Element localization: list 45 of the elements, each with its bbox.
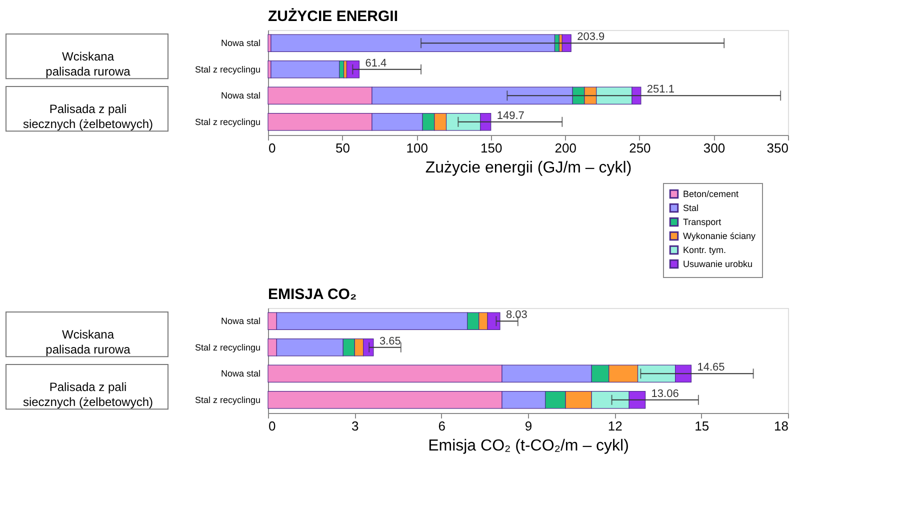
legend-label: Stal xyxy=(683,203,699,213)
text: Wciskana palisada rurowa xyxy=(46,327,131,356)
x-tick-label: 150 xyxy=(480,140,502,156)
chart-title: EMISJA CO₂ xyxy=(268,286,357,303)
total-label: 13.06 xyxy=(651,388,679,400)
x-tick-label: 200 xyxy=(554,140,576,156)
total-label: 3.65 xyxy=(379,335,401,348)
x-tick-label: 6 xyxy=(438,418,446,434)
legend-label: Transport xyxy=(683,217,722,227)
y-tick-label: Stal z recyclingu xyxy=(194,64,260,74)
x-tick-label: 9 xyxy=(524,418,532,434)
text: Palisada z pali siecznych (żelbetowych) xyxy=(22,102,154,131)
x-tick-label: 250 xyxy=(629,140,651,156)
total-label: 203.9 xyxy=(577,31,605,44)
x-tick-label: 15 xyxy=(694,418,710,434)
y-tick-label: Nowa stal xyxy=(220,316,260,326)
total-label: 61.4 xyxy=(365,57,387,70)
x-tick-label: 3 xyxy=(352,418,359,434)
total-label: 14.65 xyxy=(697,362,725,374)
x-axis-title: Zużycie energii (GJ/m – cykl) xyxy=(425,160,632,176)
total-label: 8.03 xyxy=(506,309,528,322)
x-tick-label: 350 xyxy=(766,140,788,156)
x-tick-label: 18 xyxy=(774,418,788,434)
x-axis-title: Emisja CO₂ (t-CO₂/m – cykl) xyxy=(428,438,629,454)
x-tick-label: 100 xyxy=(406,140,428,156)
x-tick-label: 300 xyxy=(703,140,726,156)
y-tick-label: Nowa stal xyxy=(220,90,260,101)
x-tick-label: 0 xyxy=(268,140,276,156)
y-tick-label: Nowa stal xyxy=(220,368,260,379)
chart-title: ZUŻYCIE ENERGII xyxy=(268,8,398,25)
y-tick-label: Stal z recyclingu xyxy=(194,394,260,405)
y-tick-label: Stal z recyclingu xyxy=(194,116,260,127)
text: Palisada z pali siecznych (żelbetowych) xyxy=(22,380,154,409)
legend-label: Kontr. tym. xyxy=(683,245,726,255)
legend-label: Wykonanie ściany xyxy=(683,231,756,241)
text: Wciskana palisada rurowa xyxy=(46,49,131,78)
total-label: 251.1 xyxy=(646,84,674,96)
total-label: 149.7 xyxy=(496,110,524,122)
x-tick-label: 0 xyxy=(268,418,276,434)
y-tick-label: Stal z recyclingu xyxy=(194,342,260,352)
y-tick-label: Nowa stal xyxy=(220,38,260,48)
legend-label: Beton/cement xyxy=(683,189,740,199)
x-tick-label: 12 xyxy=(608,418,622,434)
x-tick-label: 50 xyxy=(336,140,350,156)
legend-label: Usuwanie urobku xyxy=(683,259,753,269)
